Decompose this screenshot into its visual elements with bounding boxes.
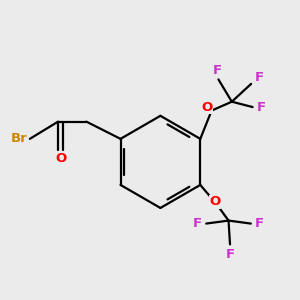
Text: O: O	[209, 195, 221, 208]
Text: F: F	[255, 217, 264, 230]
Text: F: F	[226, 248, 235, 261]
Text: F: F	[255, 71, 264, 84]
Text: F: F	[193, 217, 202, 230]
Text: F: F	[212, 64, 221, 77]
Text: O: O	[55, 152, 66, 165]
Text: F: F	[256, 101, 266, 114]
Text: Br: Br	[11, 132, 28, 145]
Text: O: O	[201, 100, 212, 114]
